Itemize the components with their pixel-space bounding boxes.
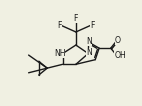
Text: N: N — [86, 38, 92, 46]
Text: NH: NH — [54, 49, 65, 58]
Text: F: F — [74, 14, 78, 23]
Text: F: F — [57, 21, 62, 30]
Text: O: O — [115, 36, 121, 45]
Text: OH: OH — [114, 51, 126, 60]
Text: N: N — [86, 48, 92, 57]
Text: F: F — [90, 21, 94, 30]
